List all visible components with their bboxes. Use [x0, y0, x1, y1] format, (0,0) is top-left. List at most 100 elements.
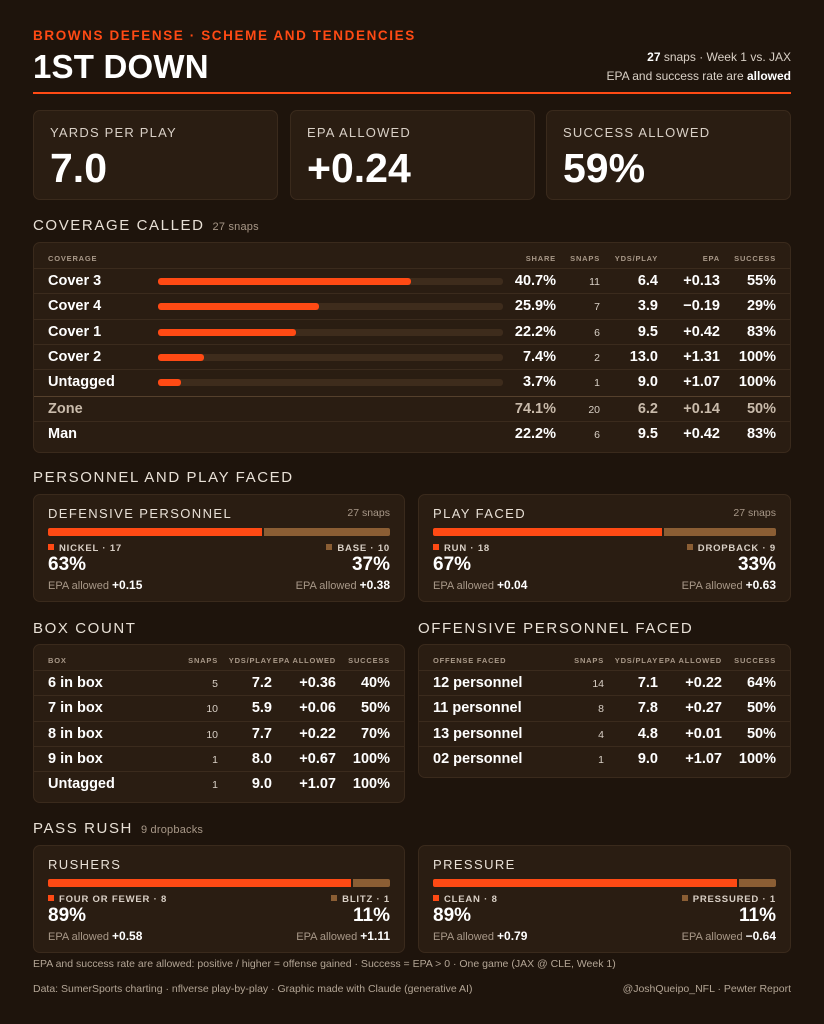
share-bar-track — [158, 353, 503, 361]
pct-value: 67% — [433, 554, 472, 575]
table-row: 9 in box 1 8.0 +0.67 100% — [34, 745, 404, 771]
epa-label: EPA allowed — [433, 580, 498, 592]
coverage-section-title: COVERAGE CALLED 27 snaps — [33, 217, 259, 234]
col-header: YDS/PLAY — [614, 254, 658, 263]
coverage-name: Cover 1 — [48, 323, 102, 340]
share-bar-fill — [158, 278, 411, 285]
col-header: SUCCESS — [348, 656, 390, 665]
split-bar-left — [48, 528, 263, 536]
coverage-row: Man 22.2% 6 9.5 83% +0.42 — [34, 420, 790, 446]
split-bar-right — [264, 528, 390, 536]
row-snaps: 1 — [212, 779, 218, 792]
coverage-success: 29% — [746, 298, 776, 315]
table-row: 7 in box 10 5.9 +0.06 50% — [34, 695, 404, 720]
note-bold: allowed — [746, 69, 791, 83]
footnote: EPA and success rate are allowed: positi… — [33, 958, 616, 970]
legend-swatch — [326, 544, 333, 550]
coverage-ypp: 9.0 — [637, 374, 658, 391]
coverage-snaps: 1 — [594, 377, 600, 390]
coverage-epa: +0.42 — [683, 323, 720, 340]
personnel-section-title: PERSONNEL AND PLAY FACED — [33, 469, 294, 486]
card-title: PLAY FACED — [433, 506, 526, 521]
coverage-snaps: 6 — [594, 326, 600, 339]
row-epa: +0.27 — [685, 700, 722, 717]
row-success: 50% — [360, 700, 390, 717]
row-ypp: 5.9 — [251, 700, 272, 717]
legend-left: NICKEL · 17 — [48, 543, 122, 554]
split-bar-left — [433, 528, 662, 536]
split-bar-right — [353, 879, 390, 887]
share-bar-fill — [158, 303, 319, 311]
coverage-share: 40.7% — [514, 273, 556, 289]
row-epa: +0.22 — [685, 675, 722, 691]
split-bar-right — [663, 528, 776, 536]
epa-value: +0.79 — [497, 929, 528, 943]
share-bar-fill — [158, 328, 296, 336]
table-row: 13 personnel 4 4.8 +0.01 50% — [419, 720, 790, 746]
coverage-success: 100% — [738, 374, 776, 391]
box-count-title: BOX COUNT — [33, 620, 137, 637]
coverage-success: 55% — [746, 273, 776, 289]
row-name: 13 personnel — [433, 725, 523, 742]
epa-label: EPA allowed — [681, 580, 746, 592]
pct-value: 11% — [353, 905, 390, 926]
row-success: 100% — [352, 776, 390, 793]
page-title: 1ST DOWN — [33, 48, 209, 85]
coverage-snaps: 7 — [594, 301, 600, 314]
coverage-row: Cover 4 25.9% 7 3.9 29% −0.19 — [34, 293, 790, 318]
coverage-snaps: 2 — [594, 351, 600, 364]
row-snaps: 14 — [592, 678, 604, 690]
row-name: 11 personnel — [433, 700, 522, 717]
epa-value: +0.15 — [112, 578, 143, 592]
coverage-ypp: 6.2 — [637, 400, 658, 417]
pct-value: 33% — [737, 554, 776, 575]
row-snaps: 5 — [212, 678, 218, 690]
table-row: 12 personnel 14 7.1 +0.22 64% — [419, 670, 790, 695]
row-ypp: 7.8 — [637, 700, 658, 717]
share-bar-fill — [158, 379, 182, 387]
kicker: BROWNS DEFENSE · SCHEME AND TENDENCIES — [33, 28, 416, 43]
coverage-name: Untagged — [48, 374, 115, 391]
note-prefix: EPA and success rate are — [606, 69, 747, 83]
coverage-ypp: 9.5 — [637, 323, 658, 340]
section-title: PASS RUSH — [33, 820, 133, 837]
col-header: SNAPS — [574, 656, 604, 665]
row-epa: +0.36 — [299, 675, 336, 691]
col-header: EPA ALLOWED — [272, 656, 336, 665]
col-header: EPA — [702, 254, 720, 263]
split-card: PRESSURE CLEAN · 8 89% EPA allowed +0.79 PRE… — [418, 845, 791, 953]
row-success: 50% — [746, 725, 776, 742]
share-bar-track — [158, 379, 503, 387]
epa-value: +0.04 — [497, 578, 528, 592]
epa-value: +0.58 — [112, 929, 143, 943]
legend-swatch — [686, 544, 693, 550]
legend-label: DROPBACK · 9 — [697, 543, 776, 554]
row-ypp: 7.1 — [637, 675, 658, 691]
row-ypp: 7.2 — [251, 675, 272, 691]
snaps-count: 27 — [647, 50, 661, 64]
row-ypp: 9.0 — [637, 750, 658, 767]
coverage-table: COVERAGE SHARE SNAPS YDS/PLAY EPA SUCCES… — [33, 242, 791, 453]
coverage-snaps: 11 — [589, 276, 600, 288]
epa-label: EPA allowed — [433, 931, 498, 943]
col-header: BOX — [48, 656, 67, 665]
share-bar-track — [158, 303, 503, 311]
card-snaps: 27 snaps — [347, 507, 390, 519]
row-name: 02 personnel — [433, 750, 523, 767]
legend-swatch — [681, 895, 688, 901]
row-snaps: 1 — [212, 753, 218, 766]
col-header: YDS/PLAY — [614, 656, 658, 665]
epa-label: EPA allowed — [296, 931, 361, 943]
split-bar-right — [739, 879, 776, 887]
row-name: 9 in box — [48, 750, 103, 767]
epa-value: +0.38 — [359, 578, 390, 592]
row-snaps: 4 — [598, 728, 604, 741]
epa-allowed: EPA allowed +0.63 — [682, 578, 776, 592]
coverage-success: 83% — [746, 425, 776, 442]
card-snaps: 27 snaps — [733, 507, 776, 519]
split-bar — [433, 528, 776, 536]
row-snaps: 10 — [206, 703, 218, 716]
epa-label: EPA allowed — [295, 580, 360, 592]
kpi-value: 59% — [563, 145, 646, 191]
coverage-epa: +1.07 — [683, 374, 720, 391]
